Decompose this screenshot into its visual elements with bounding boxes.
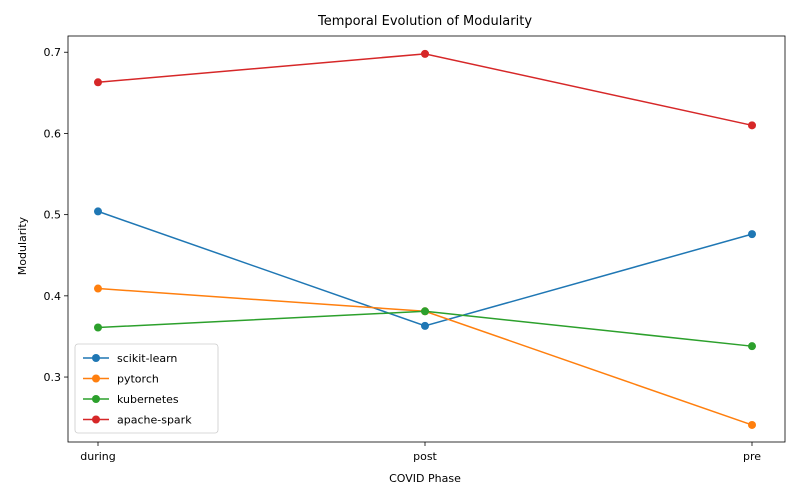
legend-swatch-marker [92,354,100,362]
data-point-pytorch [94,284,102,293]
data-point-apache-spark [748,121,756,130]
data-point-apache-spark [94,78,102,87]
legend-swatch-marker [92,374,100,383]
axes-frame [67,35,786,443]
legend-swatch-marker [92,395,100,403]
data-point-kubernetes [748,342,756,351]
y-axis-label: Modularity [16,216,29,275]
data-point-scikit-learn [748,230,756,239]
y-tick-label: 0.7 [44,46,62,59]
x-tick-label: during [80,450,116,463]
data-point-pytorch [748,420,756,429]
legend-label: apache-spark [117,414,192,427]
data-point-kubernetes [421,307,429,316]
x-tick-label: post [413,450,437,463]
plot-area: during post pre 0.3 0.4 0.5 0.6 0.7 scikit-learn… [44,35,786,463]
data-point-kubernetes [94,323,102,332]
y-tick-label: 0.4 [44,290,62,303]
legend-label: scikit-learn [117,352,177,365]
legend-label: kubernetes [117,393,179,406]
data-point-scikit-learn [94,207,102,216]
y-tick-label: 0.5 [44,209,62,222]
x-axis-label: COVID Phase [389,472,461,485]
y-tick-label: 0.3 [44,371,62,384]
legend-box [74,343,219,434]
legend-swatch-marker [92,415,100,424]
data-point-scikit-learn [421,321,429,330]
x-tick-label: pre [743,450,761,463]
legend-label: pytorch [117,373,159,386]
chart-title: Temporal Evolution of Modularity [317,14,532,29]
data-point-apache-spark [421,49,429,58]
y-tick-label: 0.6 [44,127,62,140]
